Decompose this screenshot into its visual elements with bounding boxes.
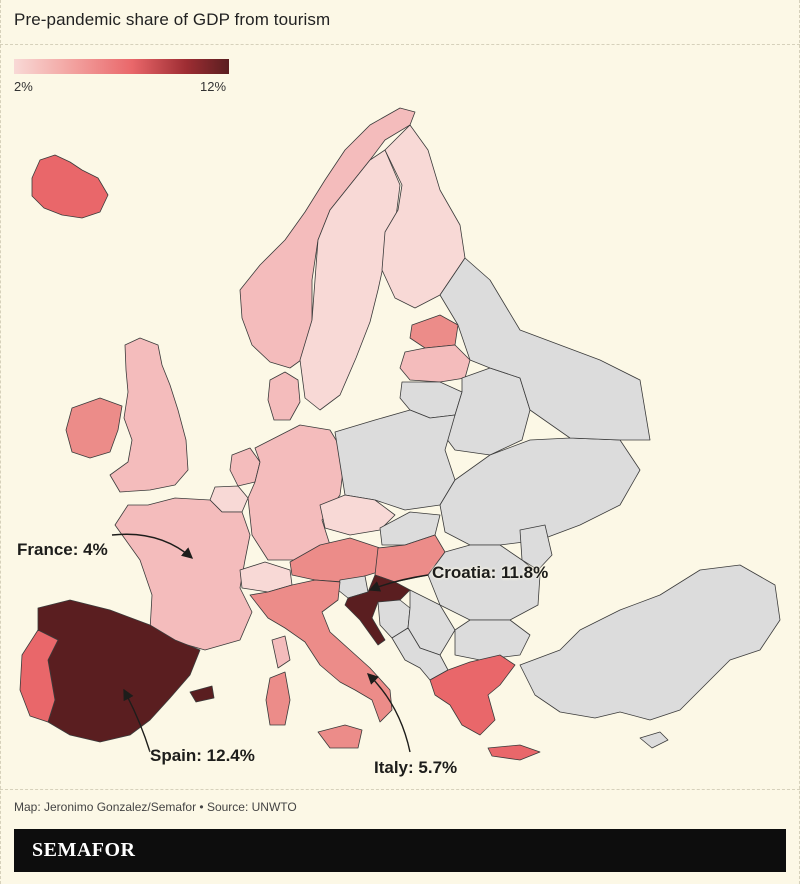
country-crete <box>487 744 541 761</box>
country-corsica <box>271 635 291 669</box>
country-iceland <box>31 154 109 219</box>
country-finland <box>381 124 466 309</box>
country-cyprus <box>639 731 669 749</box>
credit-divider <box>0 789 800 790</box>
legend-min-label: 2% <box>14 79 33 94</box>
country-sicily <box>317 724 363 749</box>
country-italy <box>249 579 393 723</box>
map-title: Pre-pandemic share of GDP from tourism <box>14 10 331 29</box>
callout-france: France: 4% <box>17 540 108 559</box>
country-russia <box>439 257 651 441</box>
country-sardinia <box>265 671 291 726</box>
callout-croatia: Croatia: 11.8% <box>432 563 549 582</box>
callout-spain: Spain: 12.4% <box>150 746 255 765</box>
france-arrow <box>111 533 194 559</box>
country-greece <box>429 654 516 736</box>
country-balearics <box>189 685 215 703</box>
title-divider <box>0 44 800 45</box>
country-turkey <box>519 564 781 721</box>
legend-gradient <box>14 59 229 74</box>
country-moldova <box>519 524 553 571</box>
country-denmark <box>267 371 301 421</box>
country-romania <box>427 544 541 621</box>
country-portugal <box>19 629 59 723</box>
callout-italy: Italy: 5.7% <box>374 758 458 777</box>
brand-logo: SEMAFOR <box>32 839 136 861</box>
spain-arrow <box>123 688 151 753</box>
croatia-arrow <box>368 574 429 592</box>
country-bulgaria <box>454 619 531 661</box>
country-ireland <box>65 397 123 459</box>
legend-max-label: 12% <box>200 79 227 94</box>
country-czechia <box>319 494 396 536</box>
italy-arrow <box>366 673 411 753</box>
brand-bar: SEMAFOR <box>14 829 786 872</box>
map-credit: Map: Jeronimo Gonzalez/Semafor • Source:… <box>14 800 297 814</box>
country-uk <box>109 337 189 493</box>
